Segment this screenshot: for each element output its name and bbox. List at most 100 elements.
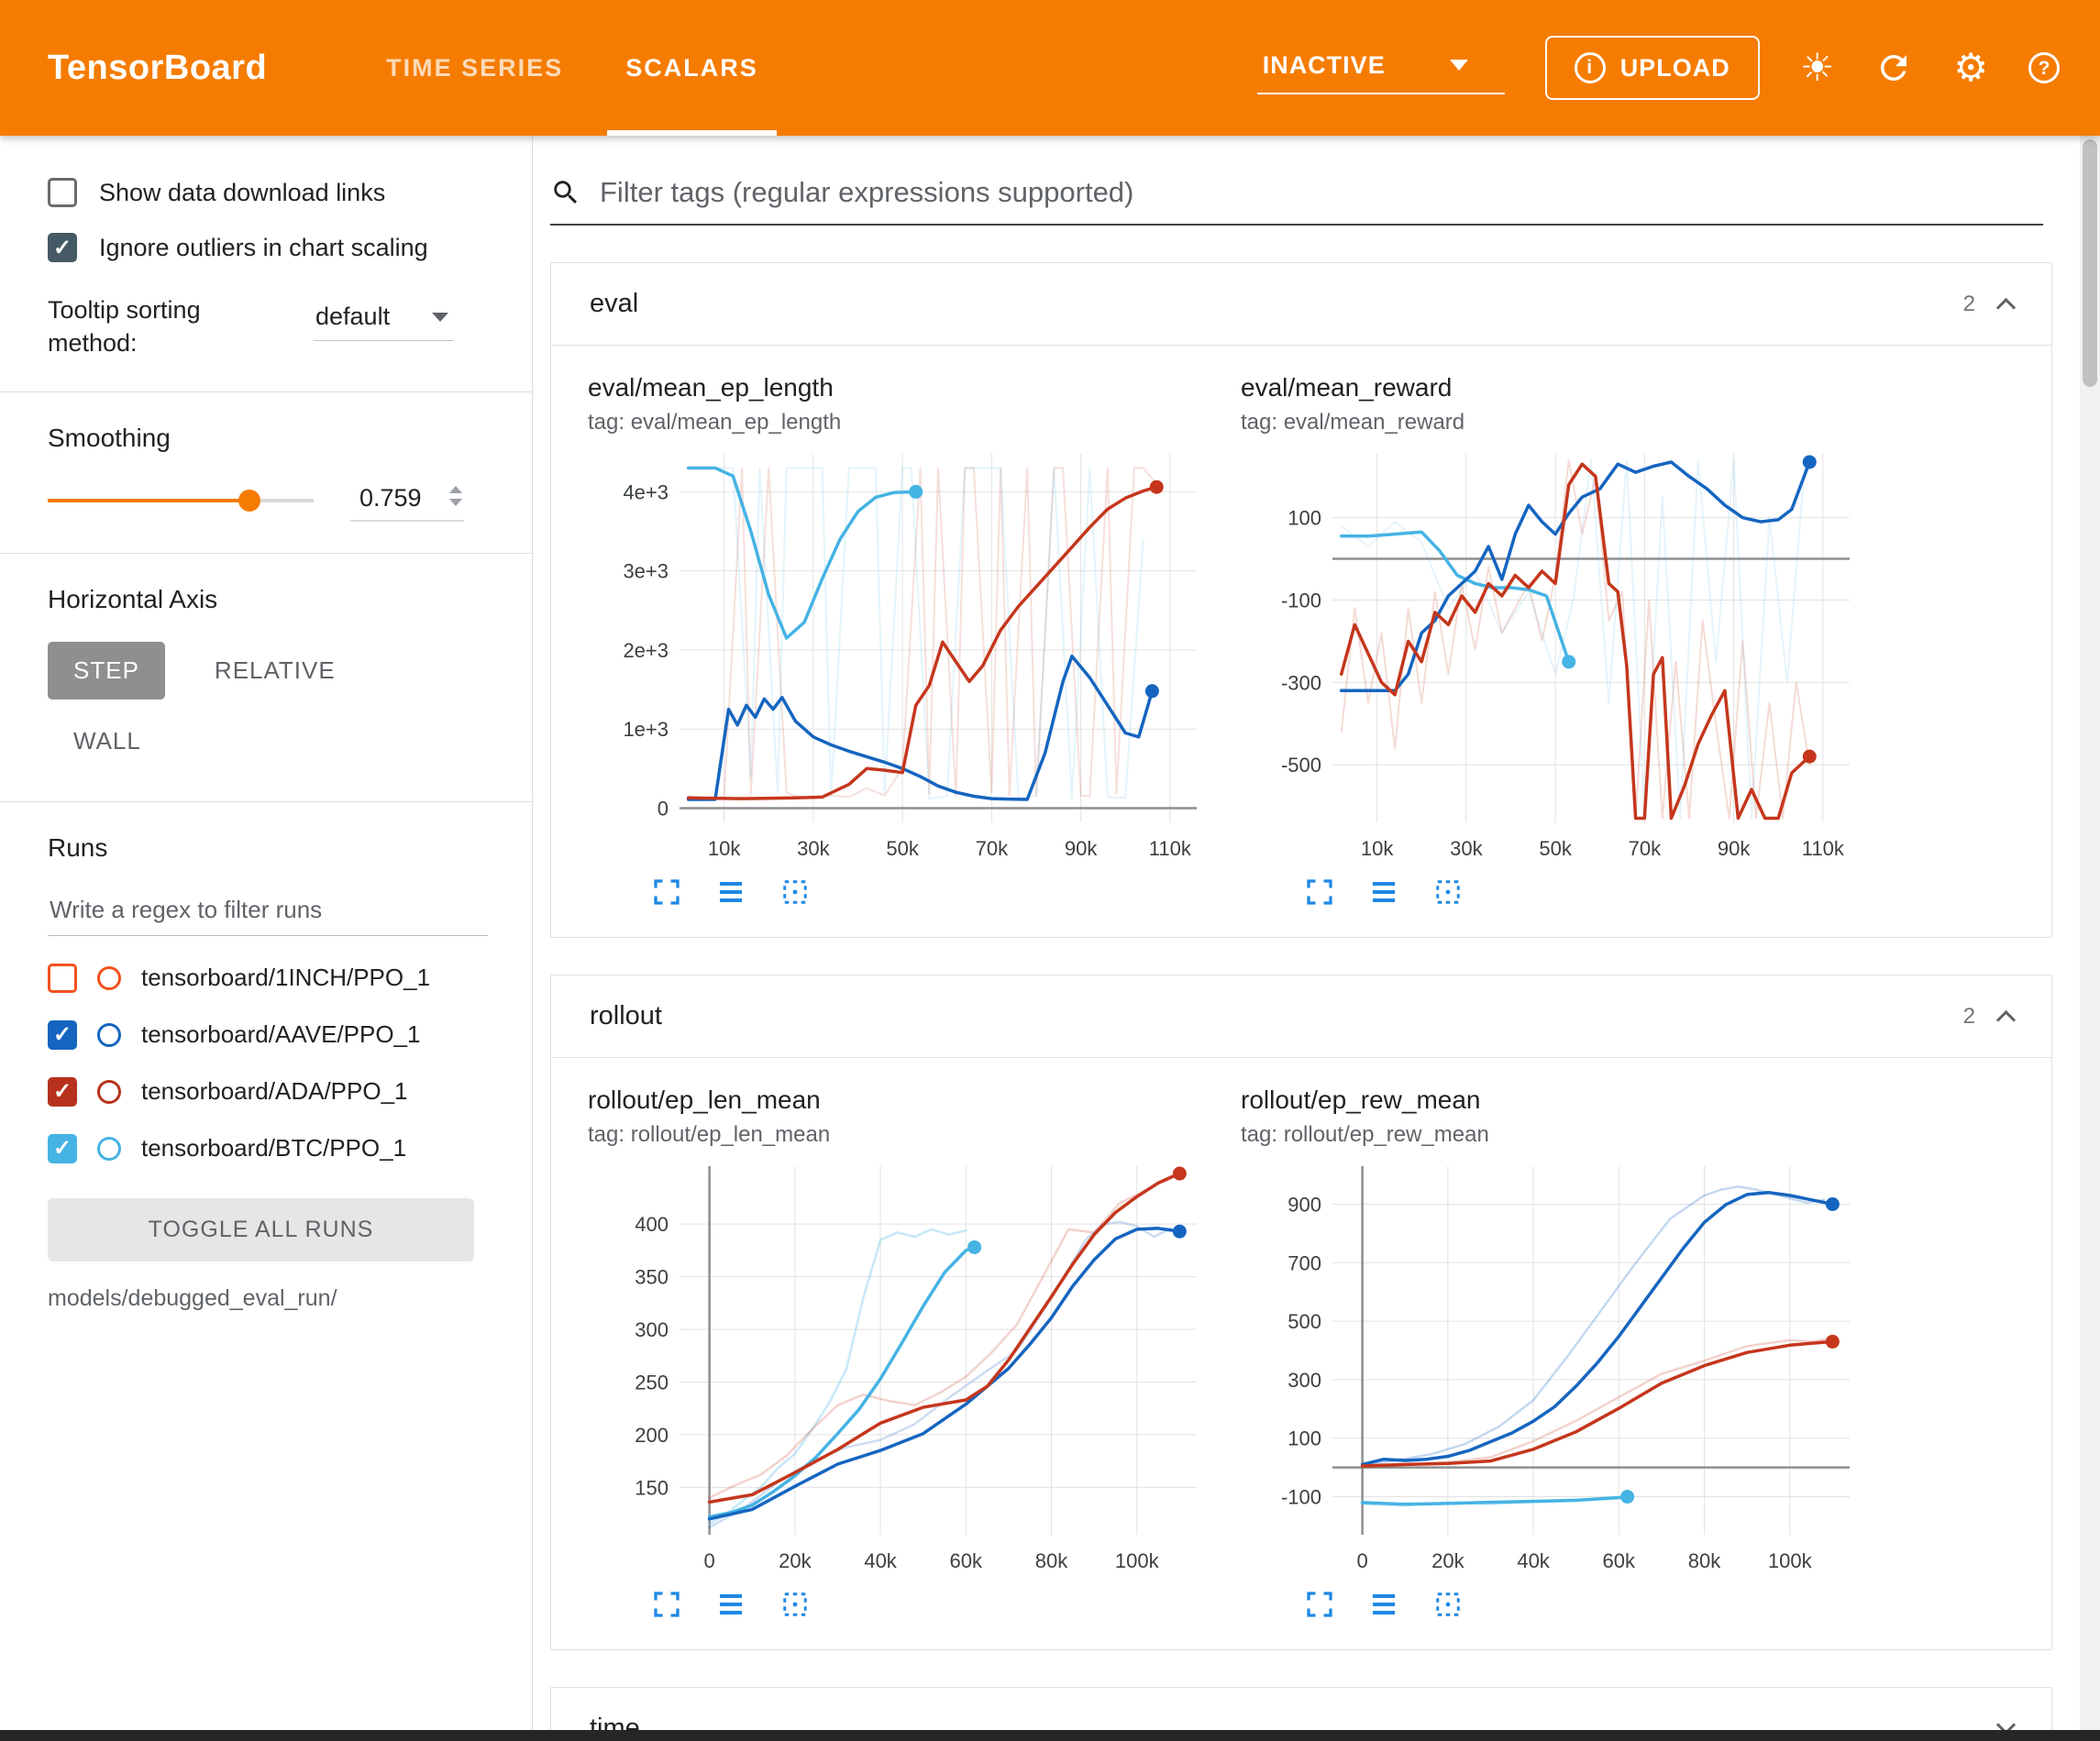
fit-domain-icon[interactable] xyxy=(779,876,812,913)
data-table-icon[interactable] xyxy=(714,876,747,913)
ignore-outliers-checkbox[interactable] xyxy=(48,233,77,262)
section-header-time[interactable]: time xyxy=(551,1688,2051,1730)
svg-text:40k: 40k xyxy=(1517,1549,1550,1572)
section-header-rollout[interactable]: rollout 2 xyxy=(551,975,2051,1057)
show-download-links-label: Show data download links xyxy=(99,178,386,206)
svg-text:20k: 20k xyxy=(1431,1549,1464,1572)
svg-text:500: 500 xyxy=(1288,1310,1321,1333)
line-chart-rollout-ep-len-mean[interactable]: 0 20k 40k 60k 80k 100k 150 200 250 300 350 400 xyxy=(588,1153,1211,1584)
chart-tag: tag: eval/mean_reward xyxy=(1241,410,1465,435)
filter-tags-input[interactable] xyxy=(600,176,2043,209)
vertical-scrollbar[interactable] xyxy=(2080,136,2100,1730)
chevron-down-icon[interactable] xyxy=(1995,1714,2017,1730)
refresh-icon[interactable] xyxy=(1874,49,1913,87)
axis-step-button[interactable]: STEP xyxy=(48,641,165,700)
section-title: eval xyxy=(590,289,639,318)
svg-text:900: 900 xyxy=(1288,1193,1321,1216)
tab-scalars[interactable]: SCALARS xyxy=(594,0,790,136)
svg-text:100: 100 xyxy=(1288,1427,1321,1450)
smoothing-value-input[interactable] xyxy=(359,483,433,512)
tooltip-sorting-select[interactable]: default xyxy=(314,299,455,341)
chevron-up-icon[interactable] xyxy=(1995,297,2017,318)
svg-text:30k: 30k xyxy=(797,837,830,860)
upload-button-label: UPLOAD xyxy=(1619,53,1730,82)
chart-card: rollout/ep_len_mean tag: rollout/ep_len_… xyxy=(588,1085,1241,1625)
run-color-circle xyxy=(97,1079,121,1104)
expand-chart-icon[interactable] xyxy=(650,876,683,913)
show-download-links-checkbox[interactable] xyxy=(48,178,77,207)
help-icon[interactable]: ? xyxy=(2028,52,2060,83)
brightness-icon[interactable]: ☀ xyxy=(1799,46,1835,89)
section-header-eval[interactable]: eval 2 xyxy=(551,263,2051,345)
run-checkbox-1inch[interactable] xyxy=(48,963,77,993)
svg-text:110k: 110k xyxy=(1149,837,1192,860)
axis-wall-button[interactable]: WALL xyxy=(73,726,141,755)
data-table-icon[interactable] xyxy=(1367,876,1400,913)
chart-card: eval/mean_ep_length tag: eval/mean_ep_le… xyxy=(588,373,1241,913)
decrement-icon[interactable] xyxy=(449,498,462,506)
run-row: tensorboard/AAVE/PPO_1 xyxy=(48,1019,488,1050)
run-checkbox-btc[interactable] xyxy=(48,1133,77,1163)
run-label: tensorboard/ADA/PPO_1 xyxy=(141,1077,408,1106)
svg-text:0: 0 xyxy=(658,797,669,820)
upload-button[interactable]: i UPLOAD xyxy=(1544,36,1760,100)
section-card-time: time xyxy=(550,1687,2052,1730)
app-title: TensorBoard xyxy=(48,48,268,87)
svg-text:250: 250 xyxy=(635,1371,669,1394)
expand-chart-icon[interactable] xyxy=(1303,876,1336,913)
svg-text:40k: 40k xyxy=(864,1549,897,1572)
run-color-circle xyxy=(97,965,121,990)
line-chart-eval-mean-reward[interactable]: 10k 30k 50k 70k 90k 110k -500 -300 -100 100 xyxy=(1241,441,1864,872)
runs-filter-input[interactable] xyxy=(48,889,488,936)
chart-title: eval/mean_ep_length xyxy=(588,373,834,402)
svg-text:90k: 90k xyxy=(1065,837,1098,860)
run-row: tensorboard/BTC/PPO_1 xyxy=(48,1133,488,1163)
svg-text:200: 200 xyxy=(635,1424,669,1447)
settings-gear-icon[interactable]: ⚙ xyxy=(1953,46,1988,89)
divider xyxy=(0,391,532,392)
fit-domain-icon[interactable] xyxy=(779,1588,812,1625)
svg-text:10k: 10k xyxy=(1361,837,1394,860)
smoothing-slider-thumb[interactable] xyxy=(238,490,261,512)
svg-text:400: 400 xyxy=(635,1213,669,1236)
data-table-icon[interactable] xyxy=(1367,1588,1400,1625)
fit-domain-icon[interactable] xyxy=(1431,876,1464,913)
app-header: TensorBoard TIME SERIES SCALARS INACTIVE… xyxy=(0,0,2100,136)
section-count: 2 xyxy=(1962,1003,1975,1029)
svg-text:100k: 100k xyxy=(1768,1549,1813,1572)
data-table-icon[interactable] xyxy=(714,1588,747,1625)
increment-icon[interactable] xyxy=(449,485,462,493)
axis-relative-button[interactable]: RELATIVE xyxy=(214,656,336,684)
fit-domain-icon[interactable] xyxy=(1431,1588,1464,1625)
run-color-circle xyxy=(97,1022,121,1047)
tooltip-sorting-label: Tooltip sorting method: xyxy=(48,296,201,358)
svg-text:2e+3: 2e+3 xyxy=(623,639,669,662)
tab-time-series[interactable]: TIME SERIES xyxy=(386,53,564,82)
run-label: tensorboard/1INCH/PPO_1 xyxy=(141,964,431,992)
smoothing-slider[interactable] xyxy=(48,489,314,512)
svg-text:-300: -300 xyxy=(1281,671,1321,694)
run-checkbox-aave[interactable] xyxy=(48,1019,77,1050)
expand-chart-icon[interactable] xyxy=(650,1588,683,1625)
line-chart-rollout-ep-rew-mean[interactable]: 0 20k 40k 60k 80k 100k -100 100 300 500 700 900 xyxy=(1241,1153,1864,1584)
chart-tag: tag: eval/mean_ep_length xyxy=(588,410,842,435)
scrollbar-thumb[interactable] xyxy=(2083,139,2097,387)
svg-text:0: 0 xyxy=(704,1549,715,1572)
chevron-up-icon[interactable] xyxy=(1995,1009,2017,1030)
run-checkbox-ada[interactable] xyxy=(48,1076,77,1107)
svg-text:300: 300 xyxy=(635,1318,669,1341)
svg-text:350: 350 xyxy=(635,1266,669,1289)
svg-text:50k: 50k xyxy=(1539,837,1572,860)
chart-tag: tag: rollout/ep_rew_mean xyxy=(1241,1122,1489,1147)
svg-text:90k: 90k xyxy=(1718,837,1751,860)
expand-chart-icon[interactable] xyxy=(1303,1588,1336,1625)
section-title: rollout xyxy=(590,1001,662,1030)
chart-title: eval/mean_reward xyxy=(1241,373,1453,402)
chart-title: rollout/ep_rew_mean xyxy=(1241,1085,1481,1114)
line-chart-eval-mean-ep-length[interactable]: 10k 30k 50k 70k 90k 110k 0 1e+3 2e+3 3e+3 4e+3 xyxy=(588,441,1211,872)
status-dropdown-value: INACTIVE xyxy=(1262,50,1386,79)
toggle-all-runs-button[interactable]: TOGGLE ALL RUNS xyxy=(48,1197,474,1262)
svg-text:-100: -100 xyxy=(1281,1486,1321,1509)
divider xyxy=(0,552,532,554)
status-dropdown[interactable]: INACTIVE xyxy=(1256,42,1505,94)
